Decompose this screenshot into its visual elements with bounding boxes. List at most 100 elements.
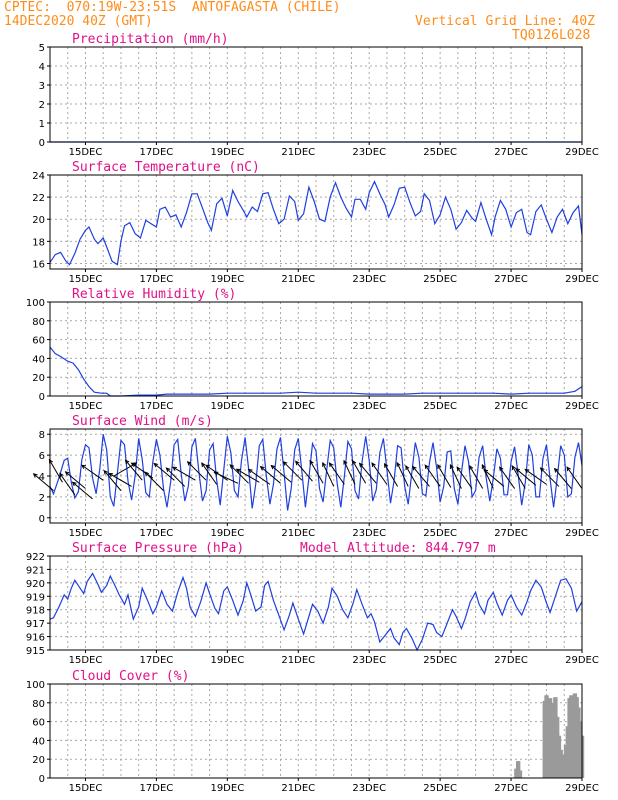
y-tick-label: 922 [26, 552, 45, 563]
y-tick-label: 0 [39, 392, 45, 403]
wind-vector [499, 466, 516, 489]
x-tick-label: 21DEC [281, 401, 315, 412]
wind-vector-head [295, 460, 300, 466]
y-tick-label: 918 [26, 606, 45, 617]
wind-vector [72, 481, 93, 500]
wind-vector [65, 471, 86, 489]
wind-vector [483, 469, 505, 487]
wind-vector [270, 465, 292, 483]
y-tick-label: 6 [39, 451, 45, 462]
pressure-series-line [49, 572, 583, 652]
x-tick-label: 17DEC [140, 274, 174, 285]
wind-panel: 0 2 4 6 8 15DEC 17DEC 19DEC 21DEC 23DEC 25DEC 27DEC… [32, 414, 599, 539]
wind-vector [469, 465, 484, 489]
x-tick-label: 17DEC [140, 401, 174, 412]
wind-vector [359, 463, 377, 484]
wind-vector [515, 468, 537, 486]
pressure-panel: 915 916 917 918 919 920 921 922 15DEC 17DEC 19DEC 2… [26, 541, 599, 666]
cloud-bar [515, 761, 521, 778]
header-station: CPTEC: 070:19W-23:51S ANTOFAGASTA (CHILE… [4, 0, 341, 15]
x-tick-label: 23DEC [352, 655, 386, 666]
wind-vector [229, 464, 249, 484]
wind-vector-head [483, 468, 489, 474]
wind-vector-head [358, 462, 364, 468]
y-tick-label: 921 [26, 565, 45, 576]
wind-vector-head [343, 459, 348, 465]
wind-vector [371, 462, 388, 485]
wind-vector [511, 465, 526, 489]
wind-vector-head [130, 462, 136, 467]
x-tick-label: 15DEC [69, 274, 103, 285]
wind-vector [343, 460, 356, 485]
wind-vector-head [213, 471, 219, 476]
x-tick-label: 29DEC [565, 528, 599, 539]
wind-vector-head [229, 464, 235, 469]
wind-vector [131, 462, 154, 479]
wind-vector-head [153, 462, 159, 468]
x-tick-label: 15DEC [69, 401, 103, 412]
wind-vector [481, 464, 494, 489]
y-tick-label: 40 [32, 736, 45, 747]
x-tick-label: 23DEC [352, 274, 386, 285]
wind-vector [352, 460, 367, 484]
y-tick-label: 0 [39, 138, 45, 149]
y-tick-label: 22 [32, 193, 45, 204]
header-model-id: TQ0126L028 [512, 28, 591, 43]
y-tick-label: 917 [26, 619, 45, 630]
wind-vector-head [108, 472, 114, 478]
y-tick-label: 4 [39, 62, 45, 73]
y-tick-label: 24 [32, 171, 45, 182]
pressure-annotation: Model Altitude: 844.797 m [300, 541, 496, 556]
wind-vector-head [32, 473, 38, 478]
x-tick-label: 29DEC [565, 655, 599, 666]
wind-vector-head [511, 465, 516, 471]
precip-title: Precipitation (mm/h) [72, 32, 229, 47]
x-tick-label: 23DEC [352, 528, 386, 539]
x-tick-label: 15DEC [69, 655, 103, 666]
wind-vector-head [71, 481, 77, 487]
wind-vector [309, 460, 324, 484]
x-tick-label: 25DEC [423, 274, 457, 285]
x-tick-label: 23DEC [352, 783, 386, 794]
x-tick-label: 17DEC [140, 147, 174, 158]
wind-vector-head [524, 468, 530, 474]
wind-vector [125, 459, 143, 481]
wind-vector-head [201, 462, 206, 468]
x-tick-label: 17DEC [140, 783, 174, 794]
y-tick-label: 100 [26, 298, 45, 309]
x-tick-label: 25DEC [423, 783, 457, 794]
wind-vector [187, 461, 207, 481]
wind-vector [283, 461, 303, 481]
x-tick-label: 27DEC [494, 783, 528, 794]
y-tick-label: 60 [32, 336, 45, 347]
wind-vector-head [205, 464, 211, 470]
y-tick-label: 18 [32, 237, 45, 248]
x-tick-label: 17DEC [140, 528, 174, 539]
wind-vector [153, 463, 175, 481]
x-tick-label: 21DEC [281, 783, 315, 794]
wind-vector [103, 470, 122, 491]
y-tick-label: 20 [32, 215, 45, 226]
temp-panel: 16 18 20 22 24 15DEC 17DEC 19DEC 21DEC 23DEC 25DEC… [32, 160, 599, 285]
wind-vector [144, 471, 164, 491]
wind-vector-head [144, 471, 150, 477]
wind-frame [49, 428, 583, 524]
wind-vector [214, 471, 239, 484]
y-tick-label: 80 [32, 699, 45, 710]
cloud-frame [49, 683, 583, 779]
wind-vector [540, 467, 560, 487]
wind-vector-head [424, 464, 429, 470]
wind-vector-head [412, 465, 417, 471]
x-tick-label: 15DEC [69, 528, 103, 539]
wind-vector [554, 468, 572, 489]
x-tick-label: 19DEC [210, 783, 244, 794]
x-tick-label: 23DEC [352, 401, 386, 412]
wind-vector-head [235, 468, 241, 473]
rh-panel: 0 20 40 60 80 100 15DEC 17DEC 19DEC 21DEC 23DEC 25D… [26, 287, 599, 412]
header-grid-line: Vertical Grid Line: 40Z [415, 14, 596, 29]
x-tick-label: 25DEC [423, 528, 457, 539]
wind-vector [405, 465, 420, 489]
wind-vector-head [64, 471, 70, 476]
wind-vector [248, 469, 271, 485]
